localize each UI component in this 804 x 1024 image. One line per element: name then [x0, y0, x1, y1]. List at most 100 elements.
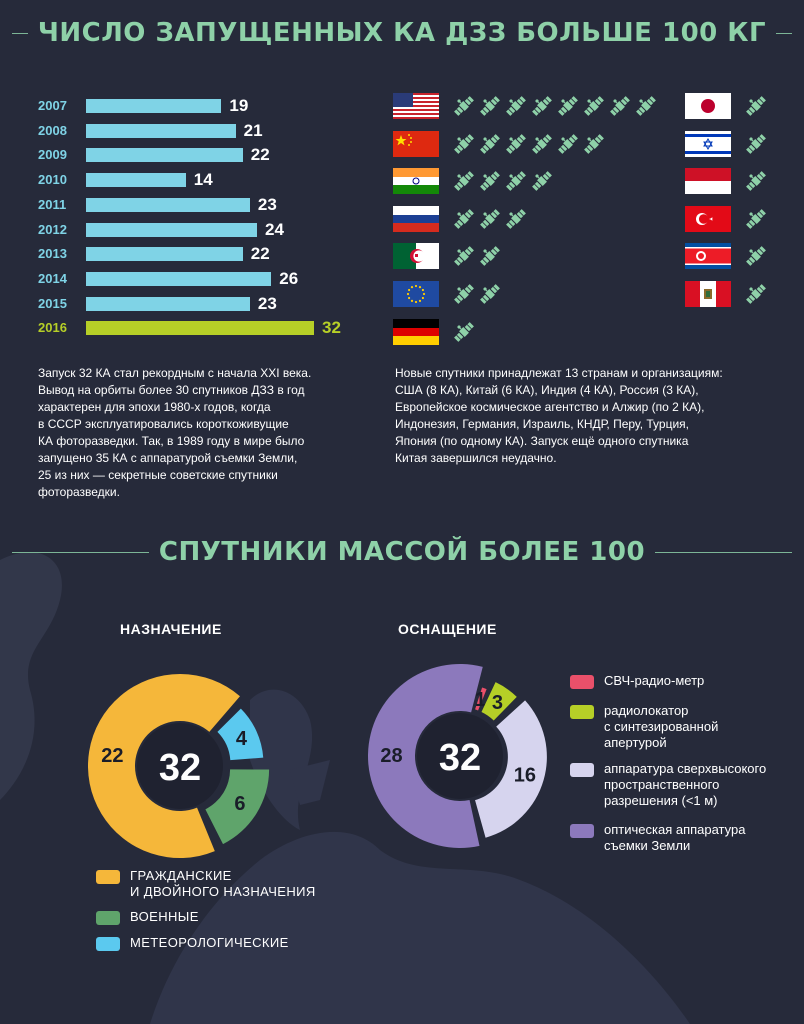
north-korea-flag	[685, 243, 731, 270]
bar-2009	[86, 148, 243, 163]
section-title-mass-text: СПУТНИКИ МАССОЙ БОЛЕЕ 100	[148, 537, 656, 567]
satellite-icon	[746, 284, 766, 304]
satellite-icon	[584, 133, 604, 154]
legend-military: ВОЕННЫЕ	[96, 909, 199, 925]
legend-swatch-highres	[570, 763, 594, 777]
satellite-icon	[610, 96, 630, 116]
bar-year-label: 2012	[38, 221, 67, 237]
legend-line: ГРАЖДАНСКИЕ	[130, 868, 232, 883]
satellite-icon	[480, 284, 500, 304]
satellite-icon	[506, 133, 526, 154]
satellite-icon	[480, 133, 500, 154]
legend-line: радиолокатор	[604, 703, 689, 718]
donut-center-total: 32	[159, 747, 201, 789]
legend-swatch-radar	[570, 705, 594, 719]
bar-2008	[86, 123, 236, 138]
section-title-launches: ЧИСЛО ЗАПУЩЕННЫХ КА ДЗЗ БОЛЬШЕ 100 КГ	[0, 17, 804, 49]
bar-year-label: 2013	[38, 246, 67, 262]
legend-text-civil: ГРАЖДАНСКИЕ И ДВОЙНОГО НАЗНАЧЕНИЯ	[130, 868, 316, 900]
paragraph-line: Запуск 32 КА стал рекордным с начала XXI…	[38, 366, 312, 380]
satellite-icon	[454, 284, 474, 304]
paragraph-line: характерен для эпохи 1980-х годов, когда	[38, 400, 271, 414]
donut-slice	[367, 664, 483, 848]
satellite-icon	[454, 133, 474, 154]
paragraph-line: Япония (по одному КА). Запуск ещё одного…	[395, 434, 689, 448]
donut-center-total: 32	[439, 737, 481, 779]
bar-2007	[86, 99, 222, 113]
legend-highres: аппаратура сверхвысокого пространственно…	[570, 761, 766, 809]
satellite-icon	[506, 208, 526, 229]
donut-slice-label: 6	[234, 793, 245, 815]
legend-line: апертурой	[604, 735, 667, 750]
bar-value-label: 23	[257, 194, 277, 214]
satellite-icon	[454, 96, 474, 116]
paragraph-line: США (8 КА), Китай (6 КА), Индия (4 КА), …	[395, 383, 699, 397]
legend-text-optical: оптическая аппаратура съемки Земли	[604, 822, 745, 854]
bar-value-label: 32	[322, 318, 341, 338]
legend-line: с синтезированной	[604, 719, 719, 734]
legend-line: пространственного	[604, 777, 720, 792]
bar-year-label: 2008	[38, 122, 67, 138]
israel-flag	[685, 130, 731, 157]
legend-line: аппаратура сверхвысокого	[604, 761, 767, 776]
paragraph-line: Вывод на орбиты более 30 спутников ДЗЗ в…	[38, 383, 305, 397]
legend-radar: радиолокатор с синтезированной апертурой	[570, 703, 718, 751]
donut-slice	[217, 708, 264, 761]
paragraph-line: в СССР эксплуатировались короткоживущие	[38, 417, 289, 431]
bar-year-label: 2015	[38, 295, 67, 311]
satellite-icon	[532, 133, 552, 154]
donut-slice-label: 1	[475, 689, 486, 711]
bar-value-label: 14	[193, 170, 213, 190]
china-flag	[393, 130, 439, 157]
paragraph-line: Европейское космическое агентство и Алжи…	[395, 400, 705, 414]
legend-swatch-military	[96, 911, 120, 925]
legend-swatch-meteo	[96, 937, 120, 951]
donut-hole	[137, 723, 223, 809]
legend-line: съемки Земли	[604, 838, 691, 853]
satellite-icon	[746, 133, 766, 154]
legend-line: СВЧ-радио-метр	[604, 673, 705, 688]
bar-year-label: 2007	[38, 98, 67, 113]
bar-value-label: 21	[243, 120, 263, 140]
bar-2013	[86, 247, 243, 262]
bar-value-label: 22	[250, 244, 270, 264]
satellite-icon	[454, 208, 474, 229]
satellite-icon	[532, 171, 552, 192]
russia-flag	[393, 205, 439, 232]
equipment-title: ОСНАЩЕНИЕ	[398, 621, 497, 637]
bar-2016	[86, 321, 314, 336]
legend-text-highres: аппаратура сверхвысокого пространственно…	[604, 761, 766, 809]
donut-slice	[475, 700, 547, 838]
bar-value-label: 22	[250, 145, 270, 165]
legend-text-military: ВОЕННЫЕ	[130, 909, 199, 924]
bar-2015	[86, 296, 250, 311]
satellite-icon	[480, 208, 500, 229]
donut-slice	[205, 769, 270, 845]
bar-value-label: 24	[265, 219, 284, 239]
record-paragraph: Запуск 32 КА стал рекордным с начала XXI…	[38, 365, 358, 501]
paragraph-line: запущено 35 КА с аппаратурой съемки Земл…	[38, 451, 298, 465]
satellite-icon	[584, 96, 604, 116]
satellite-icon	[454, 171, 474, 192]
bar-2011	[86, 197, 250, 212]
bar-2012	[86, 222, 257, 237]
eu-flag	[393, 281, 439, 307]
legend-text-radar: радиолокатор с синтезированной апертурой	[604, 703, 718, 751]
legend-text-meteo: МЕТЕОРОЛОГИЧЕСКИЕ	[130, 935, 289, 950]
paragraph-line: Китая завершился неудачно.	[395, 451, 557, 465]
satellite-icon	[506, 171, 526, 192]
donut-slice	[475, 687, 487, 711]
purpose-donut-chart: 4 6 22 32	[87, 674, 270, 858]
donut-slice	[481, 682, 517, 721]
satellite-icon	[558, 133, 578, 154]
equipment-donut-chart: 1 3 16 28 32	[367, 664, 547, 848]
bar-value-label: 23	[257, 293, 277, 313]
legend-line: разрешения (<1 м)	[604, 793, 718, 808]
bar-value-label: 19	[229, 96, 249, 115]
bar-year-label: 2009	[38, 147, 67, 163]
japan-flag	[685, 93, 731, 119]
satellite-icon	[746, 208, 766, 229]
legend-line: И ДВОЙНОГО НАЗНАЧЕНИЯ	[130, 884, 316, 899]
legend-line: оптическая аппаратура	[604, 822, 746, 837]
